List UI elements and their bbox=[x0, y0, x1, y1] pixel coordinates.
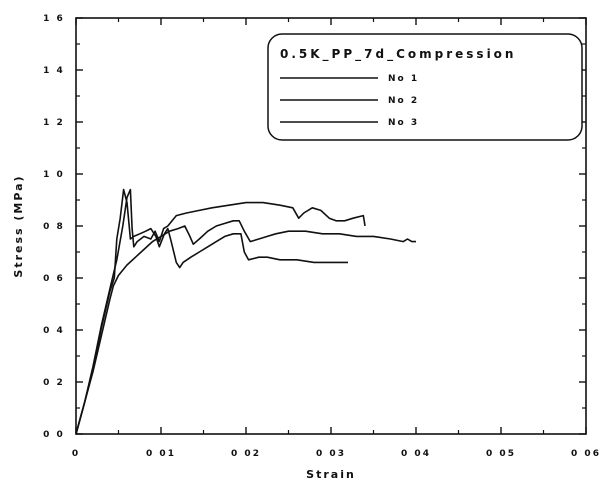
y-tick-label: 0 6 bbox=[43, 274, 65, 284]
legend-label-1: No 1 bbox=[388, 74, 419, 84]
series-line-3 bbox=[75, 220, 416, 435]
y-tick-label: 0 8 bbox=[43, 222, 65, 232]
y-tick-label: 1 6 bbox=[43, 14, 65, 24]
x-axis-label: Strain bbox=[306, 468, 356, 481]
legend: 0.5K_PP_7d_Compression No 1 No 2 No 3 bbox=[267, 33, 583, 141]
legend-label-3: No 3 bbox=[388, 118, 419, 128]
legend-entries: No 1 No 2 No 3 bbox=[280, 74, 419, 128]
y-tick-label: 1 2 bbox=[43, 118, 65, 128]
y-tick-label: 1 0 bbox=[43, 170, 65, 180]
x-tick-label: 0 03 bbox=[316, 449, 346, 459]
x-tick-label: 0 bbox=[72, 449, 80, 459]
series-line-1 bbox=[75, 188, 366, 435]
legend-label-2: No 2 bbox=[388, 96, 419, 106]
y-axis: 0 0 0 2 0 4 0 6 0 8 1 0 1 2 1 4 1 6 bbox=[43, 14, 586, 440]
legend-title: 0.5K_PP_7d_Compression bbox=[280, 47, 516, 62]
y-tick-label: 0 2 bbox=[43, 378, 65, 388]
y-tick-label: 0 4 bbox=[43, 326, 65, 336]
x-tick-label: 0 01 bbox=[146, 449, 176, 459]
series-line-2 bbox=[75, 188, 348, 435]
y-tick-label: 0 0 bbox=[43, 430, 65, 440]
x-tick-label: 0 06 bbox=[571, 449, 601, 459]
x-tick-label: 0 02 bbox=[231, 449, 261, 459]
legend-box bbox=[267, 33, 583, 141]
x-tick-label: 0 05 bbox=[486, 449, 516, 459]
y-axis-label: Stress (MPa) bbox=[12, 174, 25, 277]
y-tick-label: 1 4 bbox=[43, 66, 65, 76]
curve-layer bbox=[75, 188, 416, 435]
x-axis: 0 0 01 0 02 0 03 0 04 0 05 0 06 bbox=[72, 18, 601, 459]
x-tick-label: 0 04 bbox=[401, 449, 431, 459]
